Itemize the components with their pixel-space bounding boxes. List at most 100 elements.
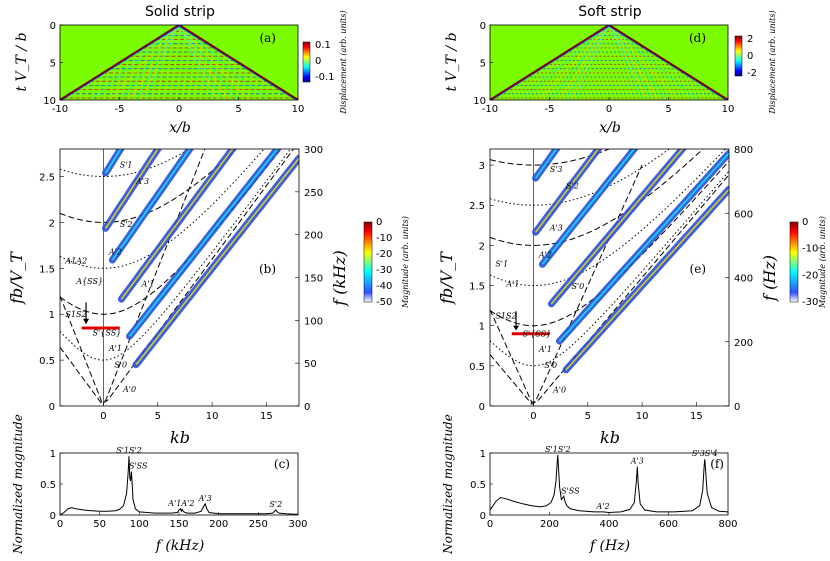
panel-e-mode-labels: S'3S'2 A'3 A'2 S'1 A'1 S'0 S1S2 S'{SS} A'1 S'0 A'0 <box>495 165 584 394</box>
x-tick-label: 50 <box>93 519 106 530</box>
contour-core <box>550 149 684 305</box>
contour-core <box>565 188 729 371</box>
cbar-d-tick-0: 2 <box>747 34 753 45</box>
mode-label: S'0 <box>571 282 584 291</box>
x-tick-label: 0 <box>530 411 536 422</box>
wave-fan <box>574 25 610 100</box>
contour-core <box>104 149 159 229</box>
y-tick-label: 0.5 <box>40 480 56 491</box>
y-tick-label: 1.5 <box>469 282 485 293</box>
wave-fan <box>178 25 229 100</box>
panel-c: S'1S'2S'SSA'1A'2A'3S'2 0 50 100 150 200 250 30… <box>11 414 308 555</box>
cbar-tick-label: -10 <box>802 244 818 255</box>
cbar-d-label: Displacement (arb. units) <box>768 10 777 114</box>
spectrum-line <box>489 454 729 514</box>
cbar-tick-label: -40 <box>376 281 392 292</box>
cbar-d-tick-1: 0 <box>747 51 753 62</box>
y-tick-label: 1.5 <box>39 264 55 275</box>
y-tick-label: 2.5 <box>469 201 485 212</box>
panel-a-wavefronts <box>60 25 298 100</box>
y-tick-right-label: 50 <box>304 359 317 370</box>
cbar-b-ticks: 0 -10 -20 -30 -40 -50 <box>376 217 392 308</box>
wave-fan <box>178 25 218 100</box>
mode-label: S'1 <box>495 260 508 269</box>
mode-label: A'3 <box>549 224 563 233</box>
wave-fan <box>144 25 180 100</box>
mode-line <box>60 149 295 405</box>
panel-d-wavefronts <box>490 25 728 100</box>
panel-c-ticks: 0 50 100 150 200 250 300 0 0.5 1 <box>40 449 307 530</box>
panel-b-mode-labels: S'1A'3 S'2 A'2 A1A2 A{SS} A'1 S1S2 S'{SS} A'1 S'0… <box>64 160 154 394</box>
wave-fan <box>608 25 680 100</box>
y-tick-label: 0.5 <box>470 480 486 491</box>
x-tick-label: 5 <box>665 104 671 115</box>
cbar-tick-label: -20 <box>802 270 818 281</box>
peak-label: S'3S'4 <box>692 449 718 458</box>
cbar-tick-label: -50 <box>376 297 392 308</box>
x-tick-label: 200 <box>209 519 228 530</box>
panel-a-field <box>60 25 298 100</box>
panel-e-ylabel: fb/V_T <box>437 251 456 305</box>
cbar-a-tick-1: 0 <box>315 56 321 67</box>
panel-label-b: (b) <box>259 262 276 276</box>
panel-f-xlabel: f (Hz) <box>589 538 630 554</box>
contour-core <box>535 149 600 233</box>
x-tick-label: -5 <box>115 104 125 115</box>
x-tick-label: 100 <box>130 519 149 530</box>
y-tick-right-label: 100 <box>304 316 323 327</box>
panel-b-dispersion <box>60 149 299 406</box>
contour-core <box>128 149 279 337</box>
wave-fan <box>608 25 644 100</box>
panel-d: -10 -5 0 5 10 0 5 10 (d) x/b t V_T / b 2 0 -2 D… <box>444 10 777 136</box>
panel-b-ylabel: fb/V_T <box>7 251 26 305</box>
x-tick-label: 0 <box>57 519 63 530</box>
panel-d-ticks: -10 -5 0 5 10 0 5 10 <box>473 21 734 115</box>
cbar-a-tick-2: -0.1 <box>315 72 335 83</box>
y-tick-label: 0 <box>480 511 486 522</box>
panel-e: 0 5 10 15 0 0.5 1 1.5 2 2.5 3 0 200 400 600 800 S'3S'2 A… <box>437 145 827 447</box>
wave-fan <box>178 25 250 100</box>
contour-core <box>558 152 729 342</box>
y-tick-label: 0 <box>479 402 485 413</box>
y-tick-label: 1 <box>480 449 486 460</box>
x-tick-label: -5 <box>545 104 555 115</box>
y-tick-label: 1 <box>50 449 56 460</box>
mode-label: S'2 <box>566 181 579 190</box>
x-tick-label: 800 <box>718 519 737 530</box>
panel-c-spectrum: S'1S'2 S'SS A'1A'2 A'3 S'2 <box>59 446 299 516</box>
y-tick-right-label: 0 <box>304 402 310 413</box>
x-tick-label: 10 <box>636 411 649 422</box>
mode-label: A'2 <box>538 251 552 260</box>
mode-curve <box>490 149 727 286</box>
wave-fan <box>559 25 610 100</box>
mode-label: A'2 <box>108 248 122 257</box>
y-tick-right-label: 200 <box>734 338 753 349</box>
y-tick-label: 2.5 <box>39 173 55 184</box>
wave-fan <box>90 25 180 100</box>
y-tick-label: 0 <box>480 21 486 32</box>
wave-fan <box>520 25 610 100</box>
wave-fan <box>538 25 610 100</box>
panel-f-spectrum: S'1S'2 S'SS A'2 A'3 S'3S'4 <box>489 445 729 514</box>
cbar-e-ticks: 0 -10 -20 -30 <box>802 217 818 308</box>
wave-fan <box>178 25 223 100</box>
mode-curve <box>490 170 729 367</box>
mode-label: A'0 <box>552 386 566 395</box>
wavefront-left-inner <box>61 25 182 100</box>
x-tick-label: 400 <box>599 519 618 530</box>
panel-f-ylabel: Normalized magnitude <box>441 414 455 555</box>
wave-fan <box>550 25 610 100</box>
cbar-tick-label: -30 <box>802 297 818 308</box>
y-tick-label: 0.5 <box>39 356 55 367</box>
panel-e-dispersion <box>490 149 729 406</box>
y-tick-label: 5 <box>50 59 56 70</box>
peak-label: A'3 <box>198 494 212 503</box>
mode-label: A'1 <box>108 344 122 353</box>
wave-fan <box>608 25 668 100</box>
cbar-tick-label: -30 <box>376 265 392 276</box>
y-tick-right-label: 250 <box>304 188 323 199</box>
y-tick-label: 1 <box>479 322 485 333</box>
x-tick-label: 150 <box>169 519 188 530</box>
y-tick-label: 2 <box>49 218 55 229</box>
peak-label: S'SS <box>561 486 580 495</box>
